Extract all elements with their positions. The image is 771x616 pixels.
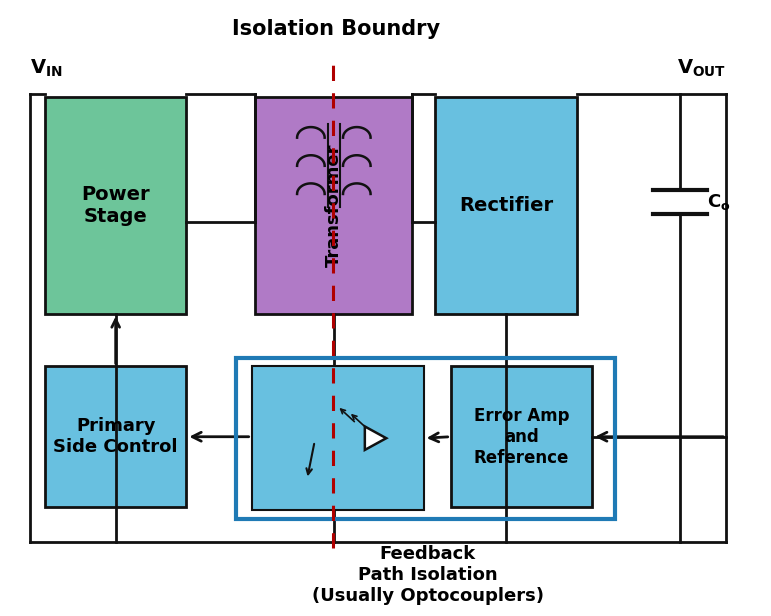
Bar	[450, 367, 592, 507]
Text: $\mathbf{V_{IN}}$: $\mathbf{V_{IN}}$	[29, 58, 62, 79]
Text: Error Amp
and
Reference: Error Amp and Reference	[473, 407, 569, 466]
Text: $\mathbf{C_o}$: $\mathbf{C_o}$	[707, 192, 730, 212]
Text: Rectifier: Rectifier	[459, 196, 553, 214]
Text: Power
Stage: Power Stage	[82, 185, 150, 225]
Bar	[436, 97, 577, 314]
Bar	[251, 367, 424, 510]
Bar	[255, 97, 412, 314]
Text: Feedback
Path Isolation
(Usually Optocouplers): Feedback Path Isolation (Usually Optocou…	[311, 545, 544, 605]
Bar	[45, 367, 187, 507]
Bar	[236, 357, 615, 519]
Polygon shape	[365, 426, 386, 450]
Text: Transformer: Transformer	[325, 144, 343, 267]
Text: $\mathbf{V_{OUT}}$: $\mathbf{V_{OUT}}$	[677, 58, 726, 79]
Text: Primary
Side Control: Primary Side Control	[53, 417, 178, 456]
Bar	[45, 97, 187, 314]
Text: Isolation Boundry: Isolation Boundry	[231, 19, 439, 39]
